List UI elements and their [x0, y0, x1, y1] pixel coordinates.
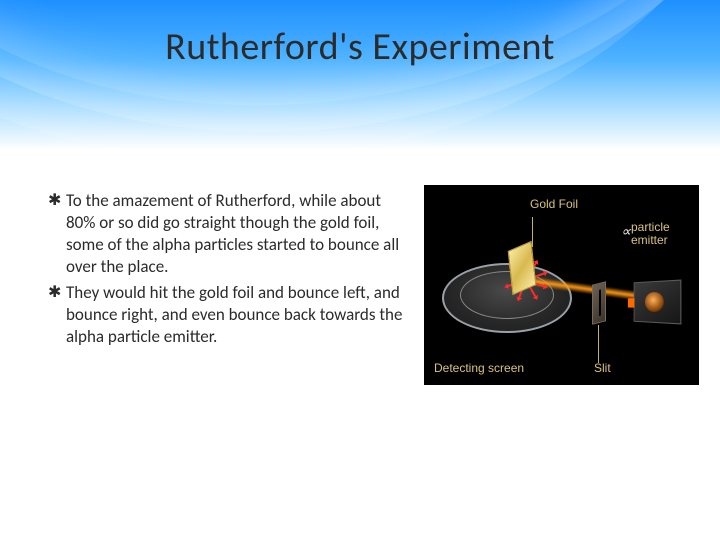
- bullet-glyph-icon: ✱: [48, 282, 66, 304]
- leader-line: [598, 325, 599, 363]
- bullet-text: They would hit the gold foil and bounce …: [66, 282, 408, 348]
- label-detecting-screen: Detecting screen: [434, 361, 524, 375]
- label-particle-emitter: particle emitter: [631, 221, 691, 247]
- label-text: particle: [631, 220, 670, 234]
- alpha-symbol: ∝: [621, 223, 631, 240]
- header-band: [0, 0, 720, 150]
- leader-line: [532, 217, 533, 247]
- label-text: emitter: [631, 233, 668, 247]
- emitter-aperture: [645, 292, 664, 312]
- body-text: ✱ To the amazement of Rutherford, while …: [48, 190, 408, 352]
- label-slit: Slit: [594, 361, 611, 375]
- bullet-glyph-icon: ✱: [48, 190, 66, 212]
- bullet-item: ✱ To the amazement of Rutherford, while …: [48, 190, 408, 278]
- experiment-diagram: Gold Foil ∝ particle emitter Detecting s…: [424, 185, 699, 385]
- slide: Rutherford's Experiment ✱ To the amazeme…: [0, 0, 720, 540]
- alpha-emitter-box: [634, 280, 682, 325]
- label-gold-foil: Gold Foil: [530, 197, 578, 211]
- slit-plate: [592, 281, 606, 324]
- bullet-text: To the amazement of Rutherford, while ab…: [66, 190, 408, 278]
- bullet-item: ✱ They would hit the gold foil and bounc…: [48, 282, 408, 348]
- slide-title: Rutherford's Experiment: [0, 24, 720, 70]
